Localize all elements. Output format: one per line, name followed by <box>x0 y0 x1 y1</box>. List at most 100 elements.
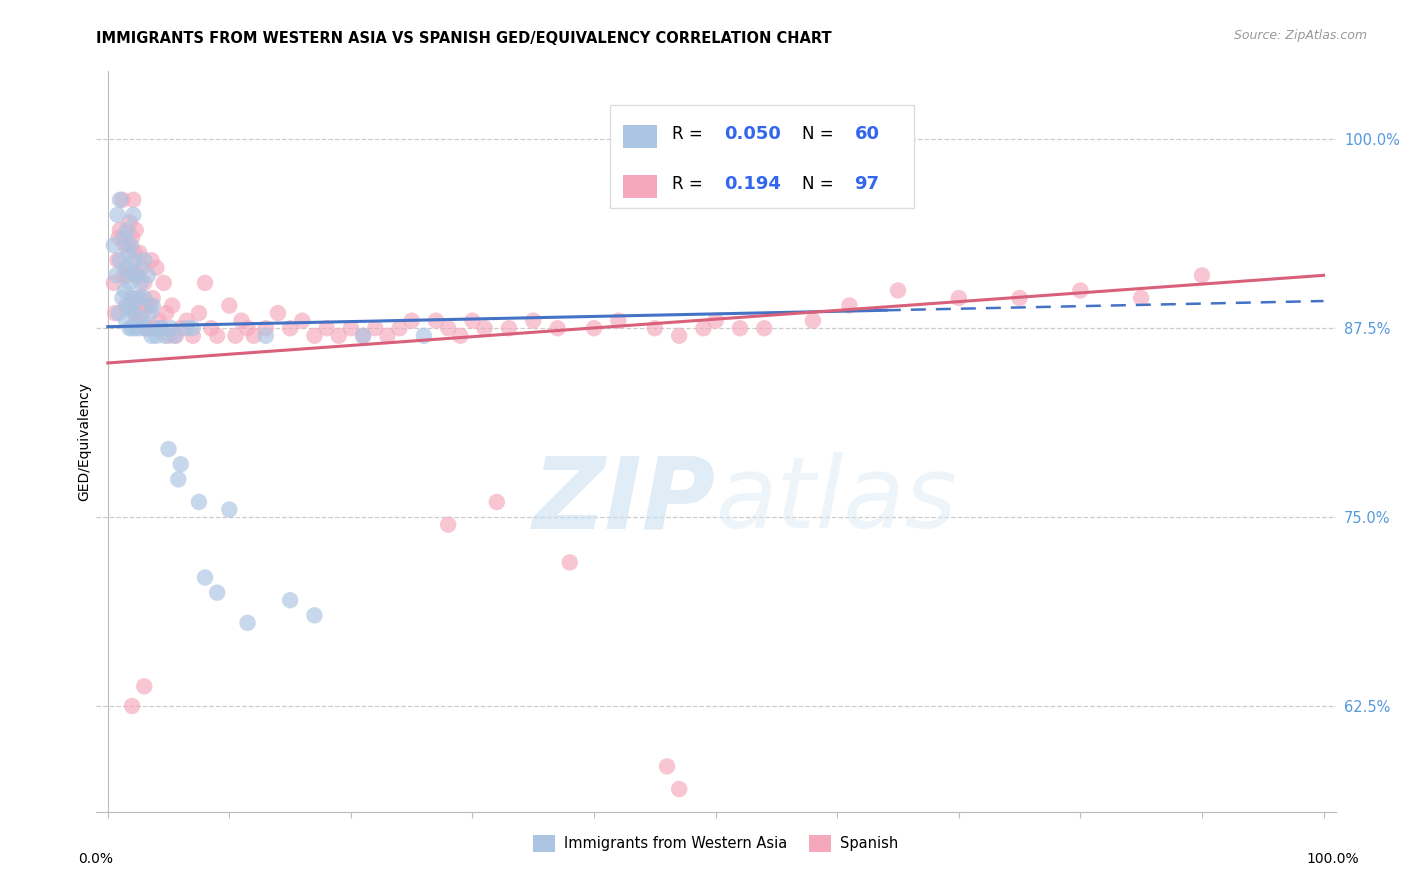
Point <box>315 321 337 335</box>
FancyBboxPatch shape <box>610 104 914 209</box>
Point <box>754 321 776 335</box>
Point <box>136 268 159 283</box>
Point <box>125 268 148 283</box>
Point <box>1069 284 1091 298</box>
Point <box>121 265 143 279</box>
Point <box>425 313 447 327</box>
Point <box>132 306 155 320</box>
Point <box>129 291 152 305</box>
Point <box>304 608 326 623</box>
Text: IMMIGRANTS FROM WESTERN ASIA VS SPANISH GED/EQUIVALENCY CORRELATION CHART: IMMIGRANTS FROM WESTERN ASIA VS SPANISH … <box>96 31 831 46</box>
Point <box>254 328 277 343</box>
Point <box>728 321 751 335</box>
Point <box>200 321 222 335</box>
Point <box>115 268 138 283</box>
Text: N =: N = <box>803 125 839 143</box>
Point <box>205 328 228 343</box>
Point <box>142 291 165 305</box>
Point <box>124 245 146 260</box>
Point <box>143 321 166 335</box>
Point <box>474 321 496 335</box>
Point <box>150 321 173 335</box>
Point <box>115 299 138 313</box>
Point <box>340 321 363 335</box>
Point <box>121 291 143 305</box>
Point <box>124 306 146 320</box>
Text: Source: ZipAtlas.com: Source: ZipAtlas.com <box>1233 29 1367 42</box>
Point <box>125 321 148 335</box>
Text: 60: 60 <box>855 125 880 143</box>
Text: 97: 97 <box>855 175 880 193</box>
Point <box>112 268 135 283</box>
Point <box>278 593 301 607</box>
Point <box>125 223 148 237</box>
Point <box>131 313 153 327</box>
Point <box>141 253 163 268</box>
Point <box>352 328 374 343</box>
Text: N =: N = <box>803 175 839 193</box>
Text: 100.0%: 100.0% <box>1306 852 1360 866</box>
Point <box>160 299 183 313</box>
Point <box>160 321 183 335</box>
Bar <box>623 126 658 148</box>
Point <box>152 276 174 290</box>
Point <box>107 208 129 222</box>
Point <box>114 284 136 298</box>
Point <box>364 321 387 335</box>
Point <box>118 276 141 290</box>
Point <box>103 276 125 290</box>
Point <box>522 313 544 327</box>
Point <box>236 615 259 630</box>
Point <box>129 276 152 290</box>
Point <box>1130 291 1153 305</box>
Point <box>377 328 399 343</box>
Point <box>163 328 186 343</box>
Point <box>128 245 150 260</box>
Point <box>112 230 135 244</box>
Point <box>115 260 138 275</box>
Text: ZIP: ZIP <box>533 452 716 549</box>
Point <box>583 321 606 335</box>
Point <box>114 238 136 252</box>
Point <box>165 328 187 343</box>
Point <box>122 291 145 305</box>
Point <box>127 291 149 305</box>
Point <box>485 495 508 509</box>
Point <box>121 321 143 335</box>
Point <box>801 313 824 327</box>
Point <box>242 328 264 343</box>
Point <box>115 313 138 327</box>
Point <box>194 276 217 290</box>
Point <box>128 321 150 335</box>
Point <box>254 321 277 335</box>
Point <box>236 321 259 335</box>
Point <box>692 321 714 335</box>
Point <box>224 328 246 343</box>
Point <box>328 328 350 343</box>
Point <box>131 260 153 275</box>
Point <box>887 284 910 298</box>
Point <box>108 223 131 237</box>
Point <box>134 253 156 268</box>
Point <box>194 570 217 584</box>
Point <box>104 306 127 320</box>
Point <box>108 253 131 268</box>
Point <box>388 321 411 335</box>
Text: 0.194: 0.194 <box>724 175 782 193</box>
Point <box>118 215 141 229</box>
Point <box>205 585 228 599</box>
Point <box>134 276 156 290</box>
Point <box>607 313 630 327</box>
Point <box>176 313 198 327</box>
Point <box>558 556 581 570</box>
Point <box>157 442 180 456</box>
Point <box>111 291 134 305</box>
Point <box>655 759 678 773</box>
Point <box>125 268 148 283</box>
Point <box>167 472 190 486</box>
Point <box>153 328 176 343</box>
Point <box>412 328 434 343</box>
Point <box>117 299 139 313</box>
Point <box>127 313 149 327</box>
Point <box>134 321 156 335</box>
